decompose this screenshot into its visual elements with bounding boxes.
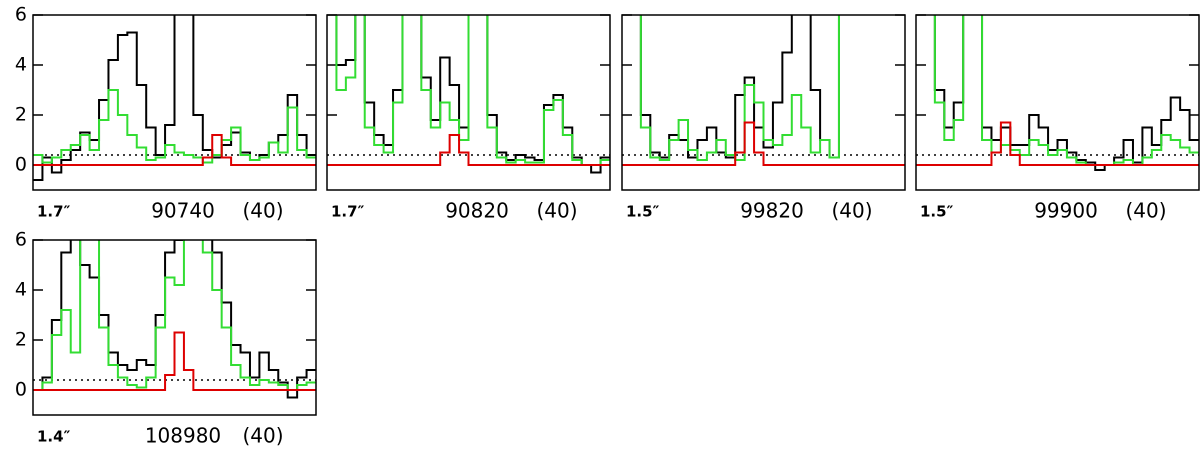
- y-tick-label: 4: [15, 279, 27, 301]
- frequency-label: 99820: [740, 199, 804, 223]
- panel: 1.5″ 99820 (40): [621, 14, 906, 223]
- panel: 1.5″ 99900 (40): [915, 14, 1200, 223]
- y-tick-label: 6: [15, 4, 27, 26]
- beam-label: 1.7″: [37, 203, 71, 221]
- y-tick-label: 4: [15, 54, 27, 76]
- width-label: (40): [536, 199, 577, 223]
- spectrum: [622, 121, 905, 166]
- panel: 0 2 4 6 1.4″ 108980 (40): [15, 229, 317, 448]
- width-label: (40): [242, 199, 283, 223]
- width-label: (40): [242, 424, 283, 448]
- frame: [915, 14, 1200, 191]
- frequency-label: 108980: [145, 424, 221, 448]
- spectrum: [33, 331, 316, 391]
- frequency-label: 99900: [1034, 199, 1098, 223]
- spectrum: [33, 134, 316, 166]
- frame: [326, 14, 611, 191]
- spectrum: [327, 134, 610, 166]
- beam-label: 1.5″: [920, 203, 954, 221]
- spectrum: [639, 15, 840, 161]
- spectrum: [335, 15, 610, 166]
- spectrum: [33, 89, 316, 164]
- spectrum: [33, 240, 316, 391]
- y-tick-label: 2: [15, 104, 27, 126]
- spectrum: [933, 15, 1199, 166]
- y-tick-label: 0: [15, 379, 27, 401]
- frequency-label: 90820: [445, 199, 509, 223]
- frame: [32, 14, 317, 191]
- y-tick-label: 0: [15, 154, 27, 176]
- frequency-label: 90740: [151, 199, 215, 223]
- y-tick-label: 6: [15, 229, 27, 251]
- beam-label: 1.4″: [37, 428, 71, 446]
- spectrum: [933, 15, 1199, 171]
- width-label: (40): [1125, 199, 1166, 223]
- beam-label: 1.5″: [626, 203, 660, 221]
- frame: [621, 14, 906, 191]
- y-tick-label: 2: [15, 329, 27, 351]
- spectrum: [916, 121, 1199, 166]
- width-label: (40): [831, 199, 872, 223]
- beam-label: 1.7″: [331, 203, 365, 221]
- frame: [32, 239, 317, 416]
- panel: 1.7″ 90820 (40): [326, 14, 611, 223]
- panel: 0 2 4 6 1.7″ 90740 (40): [15, 4, 317, 223]
